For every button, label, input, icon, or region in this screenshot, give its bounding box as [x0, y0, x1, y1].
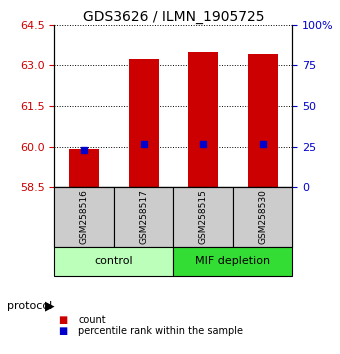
- Text: ■: ■: [58, 315, 67, 325]
- Text: percentile rank within the sample: percentile rank within the sample: [78, 326, 243, 336]
- Bar: [248, 54, 277, 187]
- Bar: [129, 59, 158, 187]
- FancyBboxPatch shape: [173, 246, 292, 276]
- Title: GDS3626 / ILMN_1905725: GDS3626 / ILMN_1905725: [83, 10, 264, 24]
- Text: control: control: [95, 256, 133, 266]
- Text: ▶: ▶: [45, 300, 54, 313]
- Text: count: count: [78, 315, 106, 325]
- Bar: [69, 149, 99, 187]
- Text: GSM258530: GSM258530: [258, 189, 267, 244]
- Text: protocol: protocol: [7, 301, 52, 311]
- FancyBboxPatch shape: [233, 187, 292, 246]
- Text: GSM258517: GSM258517: [139, 189, 148, 244]
- Bar: [188, 52, 218, 187]
- Text: ■: ■: [58, 326, 67, 336]
- FancyBboxPatch shape: [114, 187, 173, 246]
- Text: MIF depletion: MIF depletion: [195, 256, 270, 266]
- Text: GSM258515: GSM258515: [199, 189, 208, 244]
- FancyBboxPatch shape: [173, 187, 233, 246]
- FancyBboxPatch shape: [54, 187, 114, 246]
- FancyBboxPatch shape: [54, 246, 173, 276]
- Text: GSM258516: GSM258516: [80, 189, 89, 244]
